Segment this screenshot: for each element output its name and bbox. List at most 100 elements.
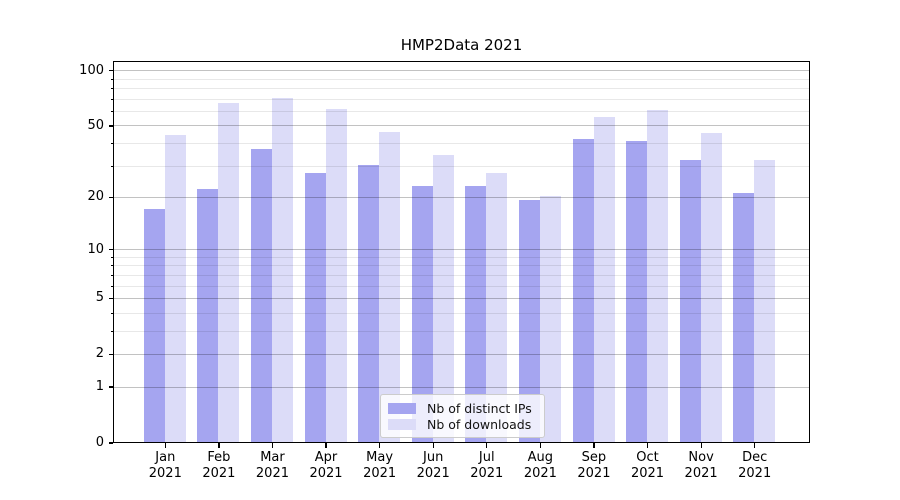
x-tick-may — [379, 443, 381, 448]
y-minor-tick-80 — [110, 88, 113, 90]
grid-line-minor-8 — [114, 265, 809, 267]
x-tick-label-apr: Apr 2021 — [309, 450, 343, 481]
y-tick-50 — [108, 125, 113, 127]
bar-downloads-aug — [539, 196, 561, 442]
grid-line-minor-90 — [114, 78, 809, 80]
grid-line-minor-70 — [114, 98, 809, 100]
grid-line-major-100 — [114, 70, 809, 72]
bar-downloads-may — [379, 131, 401, 442]
bar-downloads-oct — [647, 110, 669, 442]
x-tick-label-oct: Oct 2021 — [630, 450, 665, 481]
bar-distinct-ips-dec — [733, 192, 755, 442]
grid-line-major-10 — [114, 249, 809, 251]
bar-distinct-ips-jul — [465, 185, 487, 442]
y-tick-label-50: 50 — [87, 117, 104, 133]
legend-swatch-distinct-ips — [388, 402, 416, 414]
grid-line-major-5 — [114, 298, 809, 300]
x-tick-label-may: May 2021 — [363, 450, 397, 481]
grid-line-minor-7 — [114, 274, 809, 276]
bar-downloads-apr — [325, 109, 347, 442]
plot-area: Nb of distinct IPs Nb of downloads — [113, 61, 810, 443]
x-tick-label-dec: Dec 2021 — [738, 450, 772, 481]
bar-downloads-feb — [218, 102, 240, 442]
bar-distinct-ips-mar — [251, 148, 273, 442]
y-tick-label-1: 1 — [95, 379, 104, 395]
x-tick-jan — [164, 443, 166, 448]
x-tick-jul — [486, 443, 488, 448]
x-tick-dec — [754, 443, 756, 448]
y-minor-tick-90 — [110, 78, 113, 80]
x-tick-feb — [218, 443, 220, 448]
grid-line-minor-60 — [114, 111, 809, 113]
x-tick-label-jan: Jan 2021 — [148, 450, 182, 481]
y-tick-10 — [108, 248, 113, 251]
y-tick-20 — [108, 196, 113, 199]
bar-distinct-ips-may — [358, 165, 380, 442]
bar-downloads-sep — [593, 117, 615, 442]
y-tick-label-2: 2 — [95, 346, 104, 362]
y-tick-label-10: 10 — [87, 241, 104, 257]
y-tick-1 — [108, 386, 113, 388]
y-minor-tick-6 — [110, 285, 113, 287]
y-minor-tick-4 — [110, 312, 113, 314]
y-tick-label-20: 20 — [87, 189, 104, 205]
x-tick-nov — [700, 443, 702, 448]
x-tick-mar — [271, 443, 274, 448]
bar-distinct-ips-sep — [572, 138, 594, 442]
x-tick-label-mar: Mar 2021 — [255, 450, 289, 481]
bar-downloads-mar — [272, 98, 294, 442]
grid-line-minor-9 — [114, 256, 809, 258]
x-tick-jun — [432, 443, 434, 448]
y-tick-label-100: 100 — [79, 62, 104, 78]
y-minor-tick-3 — [110, 330, 113, 332]
y-tick-100 — [108, 70, 113, 72]
y-tick-5 — [108, 297, 113, 300]
y-minor-tick-60 — [110, 110, 113, 112]
bar-downloads-jun — [432, 155, 454, 442]
x-tick-label-jul: Jul 2021 — [470, 450, 504, 481]
y-tick-label-5: 5 — [95, 290, 104, 306]
x-tick-sep — [593, 443, 595, 448]
bar-distinct-ips-aug — [518, 200, 540, 442]
x-tick-oct — [646, 443, 649, 448]
grid-line-minor-80 — [114, 88, 809, 90]
x-tick-label-aug: Aug 2021 — [523, 450, 557, 481]
bar-distinct-ips-apr — [304, 173, 326, 442]
y-minor-tick-8 — [110, 265, 113, 267]
grid-line-minor-40 — [114, 143, 809, 145]
bar-downloads-nov — [700, 133, 722, 442]
y-minor-tick-70 — [110, 98, 113, 100]
grid-line-major-20 — [114, 197, 809, 199]
x-tick-label-feb: Feb 2021 — [202, 450, 236, 481]
bar-downloads-jan — [164, 135, 186, 442]
legend-swatch-downloads — [388, 418, 416, 430]
x-tick-apr — [325, 443, 327, 448]
bar-downloads-dec — [754, 160, 776, 442]
grid-line-minor-3 — [114, 330, 809, 332]
bar-distinct-ips-jun — [411, 185, 433, 442]
x-tick-label-sep: Sep 2021 — [577, 450, 611, 481]
x-tick-label-jun: Jun 2021 — [416, 450, 450, 481]
chart-title: HMP2Data 2021 — [400, 36, 523, 54]
y-tick-0 — [108, 442, 113, 444]
legend: Nb of distinct IPs Nb of downloads — [380, 394, 545, 438]
grid-line-major-50 — [114, 125, 809, 127]
grid-line-minor-30 — [114, 165, 809, 167]
bar-distinct-ips-jan — [143, 208, 165, 442]
y-minor-tick-40 — [110, 142, 113, 144]
x-tick-label-nov: Nov 2021 — [684, 450, 718, 481]
y-minor-tick-7 — [110, 274, 113, 276]
bar-downloads-jul — [486, 173, 508, 442]
grid-line-major-1 — [114, 386, 809, 388]
legend-item-downloads: Nb of downloads — [388, 417, 536, 432]
bar-distinct-ips-oct — [626, 140, 648, 442]
grid-line-minor-6 — [114, 285, 809, 287]
x-tick-aug — [539, 443, 542, 448]
bar-distinct-ips-nov — [679, 160, 701, 442]
bar-distinct-ips-feb — [197, 189, 219, 442]
y-tick-label-0: 0 — [95, 435, 104, 450]
legend-label-downloads: Nb of downloads — [427, 416, 532, 432]
y-tick-2 — [108, 353, 113, 356]
grid-line-major-2 — [114, 353, 809, 355]
